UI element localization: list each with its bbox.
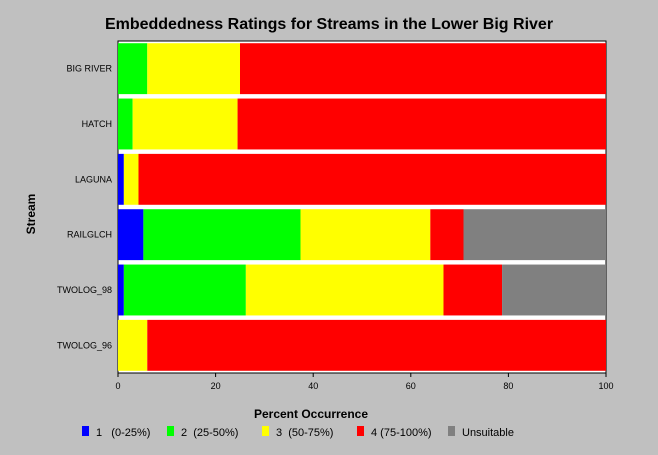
chart-title: Embeddedness Ratings for Streams in the … [105,16,553,33]
legend-swatch [82,426,89,436]
legend-label: 3 (50-75%) [276,427,333,439]
bar-big-river-series-4 [240,43,606,95]
bar-hatch-series-4 [237,98,606,150]
x-tick-label: 60 [406,381,416,391]
bar-big-river-series-2 [118,43,148,95]
bar-twolog-98-series-3 [245,264,444,316]
bar-railglch-series-2 [143,209,301,261]
x-axis-title: Percent Occurrence [254,407,368,421]
bar-twolog-98-series-5 [502,264,606,316]
bar-twolog-96-series-4 [147,319,606,371]
category-label: HATCH [82,119,112,129]
legend-label: 4 (75-100%) [371,427,432,439]
bar-twolog-98-series-4 [443,264,503,316]
plot-area [117,40,607,374]
legend-swatch [448,426,455,436]
bar-twolog-98-series-1 [118,264,124,316]
category-label: BIG RIVER [66,64,112,74]
bar-twolog-98-series-2 [123,264,246,316]
category-label: RAILGLCH [67,230,112,240]
bar-big-river-series-3 [147,43,240,95]
bar-hatch-series-2 [118,98,133,150]
category-label: TWOLOG_96 [57,340,112,350]
legend-label: 1 (0-25%) [96,427,150,439]
x-tick-label: 20 [211,381,221,391]
bar-railglch-series-4 [430,209,464,261]
legend-swatch [167,426,174,436]
legend-label: 2 (25-50%) [181,427,238,439]
category-label: LAGUNA [75,174,112,184]
legend-label: Unsuitable [462,427,514,439]
bar-railglch-series-3 [300,209,431,261]
legend-swatch [262,426,269,436]
bar-laguna-series-4 [138,153,606,205]
bar-hatch-series-3 [132,98,238,150]
bar-laguna-series-3 [123,153,139,205]
bar-laguna-series-1 [118,153,124,205]
x-tick-label: 100 [598,381,613,391]
x-tick-label: 80 [503,381,513,391]
bar-twolog-96-series-3 [118,319,148,371]
category-label: TWOLOG_98 [57,285,112,295]
y-axis-title: Stream [24,194,38,235]
x-tick-label: 40 [308,381,318,391]
bar-railglch-series-5 [463,209,606,261]
x-tick-label: 0 [115,381,120,391]
bar-railglch-series-1 [118,209,144,261]
legend-swatch [357,426,364,436]
legend: 1 (0-25%) 2 (25-50%) 3 (50-75%) 4 (75-100%)… [82,426,514,439]
